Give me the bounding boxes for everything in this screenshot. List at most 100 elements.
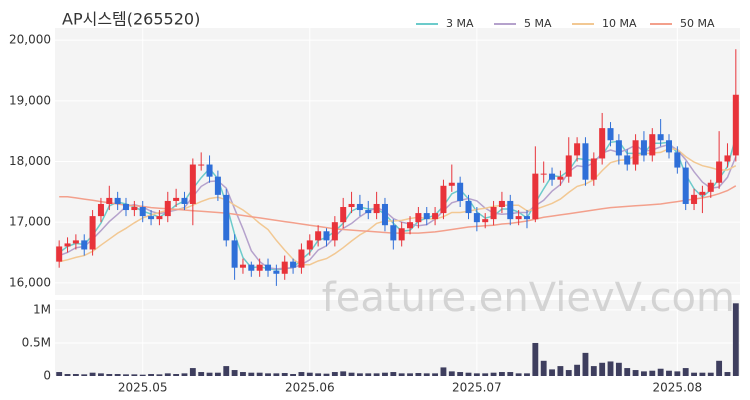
candle-body: [615, 140, 622, 156]
candle-body: [265, 264, 272, 271]
volume-bar: [206, 372, 213, 376]
candle-body: [64, 243, 71, 247]
volume-bar: [482, 373, 489, 376]
candle-body: [432, 213, 439, 220]
candle-body: [198, 164, 205, 166]
volume-bar: [524, 373, 530, 376]
candle-body: [248, 264, 255, 271]
volume-bar: [265, 373, 271, 376]
volume-bar: [432, 373, 439, 376]
volume-bar: [306, 372, 313, 376]
volume-bar: [64, 374, 71, 376]
volume-bar: [666, 370, 672, 376]
volume-bar: [382, 372, 388, 376]
candle-body: [724, 155, 731, 162]
volume-tick-label: 0: [43, 369, 51, 383]
candle-body: [223, 194, 230, 241]
legend-label: 3 MA: [446, 17, 474, 30]
candle-body: [674, 152, 681, 168]
candle-body: [122, 203, 130, 211]
candle-body: [582, 143, 589, 180]
y-tick-label: 19,000: [9, 93, 51, 107]
candle-body: [599, 128, 606, 159]
volume-bar: [732, 303, 739, 376]
candle-body: [390, 225, 397, 241]
volume-bar: [223, 366, 230, 376]
volume-bar: [390, 372, 397, 376]
candle-body: [607, 128, 614, 141]
candle-body: [665, 140, 673, 153]
volume-bar: [691, 372, 697, 376]
candle-body: [624, 155, 631, 165]
candle-body: [440, 185, 447, 214]
candle-body: [407, 222, 414, 229]
candle-body: [632, 140, 639, 165]
volume-bar: [373, 373, 380, 376]
volume-bar: [515, 373, 522, 376]
volume-bar: [507, 372, 514, 376]
candle-body: [281, 261, 288, 274]
candle-body: [356, 203, 363, 211]
volume-bar: [164, 373, 171, 376]
candle-body: [465, 200, 472, 214]
volume-bar: [356, 373, 363, 376]
volume-bar: [331, 372, 338, 376]
candle-body: [315, 231, 322, 241]
candle-body: [649, 134, 656, 156]
candle-body: [716, 161, 723, 183]
volume-bar: [56, 372, 63, 376]
volume-bar: [565, 370, 572, 376]
volume-bar: [532, 342, 539, 376]
candle-body: [549, 173, 556, 180]
volume-bar: [81, 374, 88, 376]
y-tick-label: 20,000: [9, 33, 51, 47]
volume-bar: [114, 374, 121, 376]
volume-bar: [590, 366, 597, 376]
candle-body: [323, 231, 330, 241]
x-tick-label: 2025.07: [452, 381, 502, 395]
candle-body: [507, 200, 514, 220]
volume-bar: [72, 374, 79, 376]
candle-body: [131, 207, 138, 211]
volume-bar: [599, 362, 606, 376]
volume-bar: [415, 373, 422, 376]
candle-body: [490, 207, 497, 220]
volume-bar: [557, 366, 564, 376]
candle-body: [173, 197, 180, 201]
candle-body: [682, 167, 689, 204]
volume-bar: [674, 371, 681, 376]
volume-bar: [323, 373, 330, 376]
x-tick-label: 2025.05: [118, 381, 168, 395]
candle-body: [164, 200, 171, 217]
volume-bar: [248, 372, 255, 376]
volume-bar: [148, 374, 154, 376]
volume-bar: [89, 372, 96, 376]
volume-bar: [682, 368, 689, 376]
volume-bar: [298, 372, 305, 376]
volume-bar: [131, 374, 138, 376]
volume-bar: [156, 374, 163, 376]
candle-body: [306, 240, 313, 250]
candle-body: [365, 210, 372, 214]
candle-body: [181, 197, 188, 204]
candle-body: [56, 246, 63, 262]
volume-bar: [139, 374, 146, 376]
x-tick-label: 2025.06: [285, 381, 335, 395]
candle-body: [106, 197, 113, 204]
candle-body: [214, 176, 221, 195]
candle-body: [574, 143, 581, 156]
volume-bar: [624, 368, 631, 376]
candle-body: [707, 182, 714, 192]
candle-body: [331, 222, 338, 241]
candle-body: [732, 94, 739, 156]
volume-bar: [457, 372, 464, 376]
volume-bar: [98, 373, 104, 376]
candle-body: [532, 173, 539, 220]
candle-body: [373, 203, 380, 214]
ma-line: [59, 185, 737, 234]
volume-bar: [707, 372, 714, 376]
volume-tick-label: 1M: [33, 302, 51, 316]
candle-body: [97, 203, 104, 217]
candle-body: [148, 216, 155, 220]
